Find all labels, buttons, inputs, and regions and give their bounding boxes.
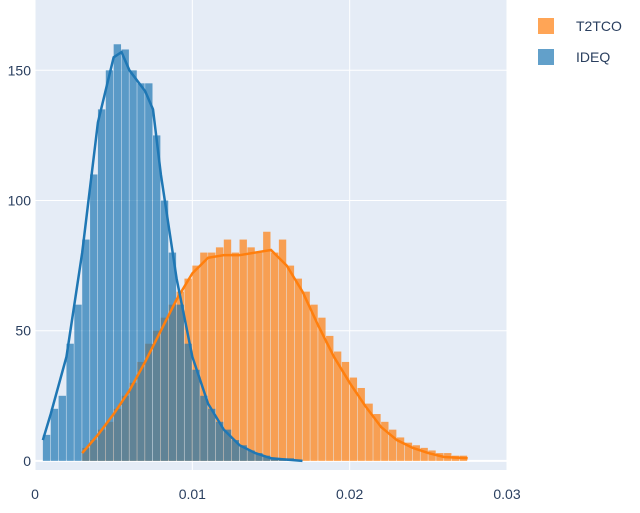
legend-swatch xyxy=(538,49,554,65)
bar xyxy=(90,174,98,461)
bar xyxy=(208,252,216,461)
bar xyxy=(255,252,263,461)
bar xyxy=(50,408,59,461)
bar xyxy=(58,395,66,461)
bar xyxy=(278,239,287,461)
kde-line xyxy=(81,248,468,460)
bar xyxy=(271,252,279,461)
bar xyxy=(263,231,271,461)
x-tick-label: 0 xyxy=(31,486,39,502)
bar xyxy=(215,247,224,461)
bar xyxy=(326,335,334,461)
x-tick-label: 0.02 xyxy=(336,486,363,502)
bar xyxy=(176,304,184,461)
bar xyxy=(168,252,177,461)
bar xyxy=(396,437,405,461)
bar xyxy=(239,445,247,461)
legend-label: IDEQ xyxy=(576,49,610,65)
bar xyxy=(381,421,389,461)
bar xyxy=(239,239,247,461)
bar xyxy=(247,247,255,461)
bar xyxy=(121,49,129,461)
bar xyxy=(129,70,137,461)
bar xyxy=(357,387,365,461)
bar xyxy=(341,361,350,461)
bar xyxy=(113,44,122,461)
bar xyxy=(294,278,302,461)
bar xyxy=(286,265,295,461)
bar xyxy=(318,317,326,461)
bar xyxy=(302,291,310,461)
kde-line xyxy=(41,50,303,463)
bar xyxy=(42,434,51,461)
y-tick-label: 50 xyxy=(15,323,31,339)
legend-item: T2TCO xyxy=(538,18,622,34)
bar xyxy=(349,377,358,461)
bar xyxy=(404,442,413,461)
legend-swatch xyxy=(538,18,554,34)
bar xyxy=(333,351,342,461)
bar xyxy=(208,408,216,461)
bar xyxy=(255,453,263,461)
legend-item: IDEQ xyxy=(538,49,610,65)
bar xyxy=(192,369,200,461)
bar xyxy=(200,252,208,461)
bar xyxy=(247,450,255,461)
bar xyxy=(105,70,114,461)
bar xyxy=(137,83,145,461)
bar xyxy=(160,200,169,461)
bar xyxy=(223,239,232,461)
bar xyxy=(200,395,208,461)
y-tick-label: 150 xyxy=(8,62,32,78)
bar xyxy=(373,414,381,461)
bar xyxy=(74,304,82,461)
legend-label: T2TCO xyxy=(576,18,622,34)
bar xyxy=(223,429,232,461)
bar xyxy=(428,450,436,461)
bar xyxy=(145,83,153,461)
y-tick-label: 0 xyxy=(23,453,31,469)
bar xyxy=(412,445,420,461)
bar xyxy=(66,343,74,461)
bar xyxy=(153,135,161,461)
bar xyxy=(231,252,240,461)
x-tick-label: 0.03 xyxy=(493,486,520,502)
bar xyxy=(82,239,90,461)
bar xyxy=(231,440,240,461)
bar xyxy=(184,343,192,461)
bar xyxy=(192,265,200,461)
x-tick-label: 0.01 xyxy=(179,486,206,502)
bar xyxy=(263,455,271,461)
bar xyxy=(97,109,106,461)
y-tick-label: 100 xyxy=(8,192,32,208)
bar xyxy=(365,403,373,461)
bar xyxy=(420,447,428,461)
bar xyxy=(310,304,318,461)
bar xyxy=(215,421,224,461)
bar xyxy=(389,429,397,461)
